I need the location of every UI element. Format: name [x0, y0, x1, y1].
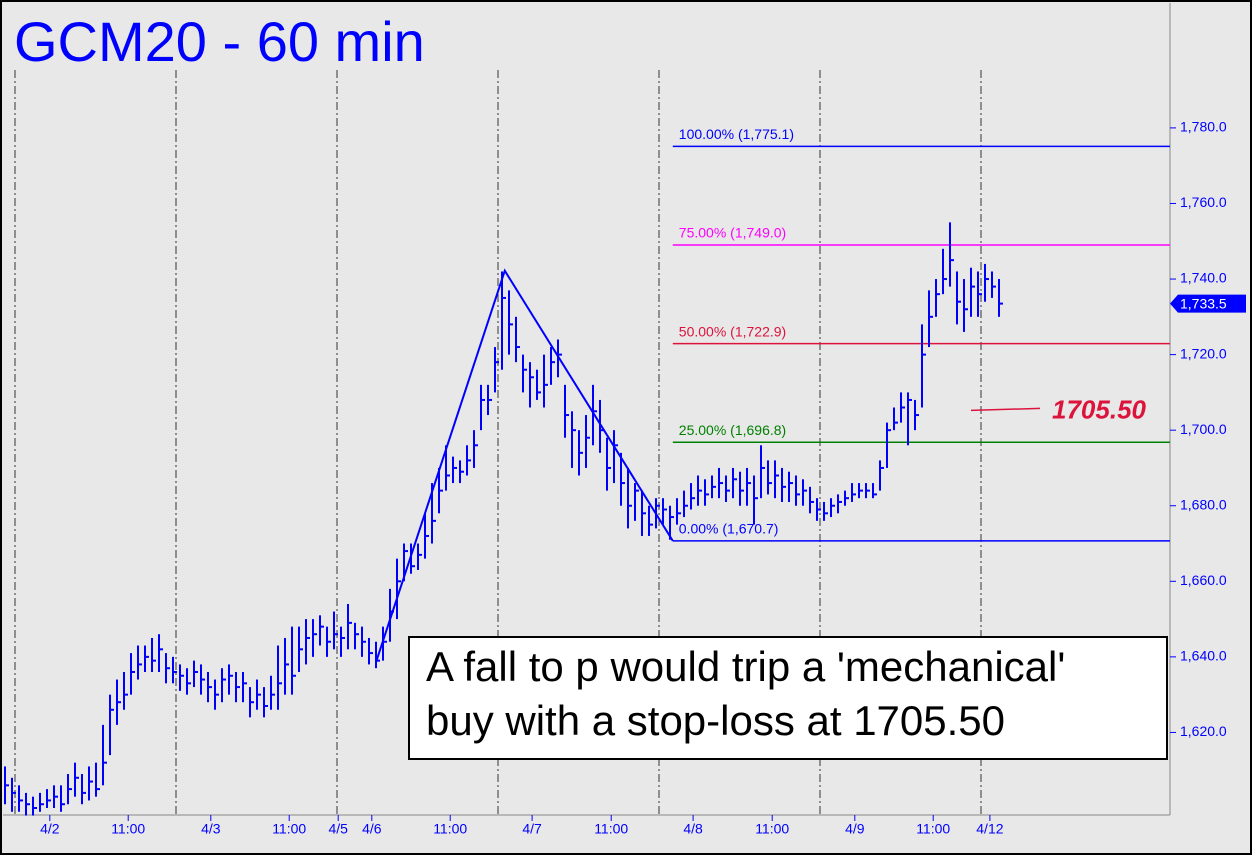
- y-tick-label: 1,680.0: [1180, 496, 1227, 512]
- fib-label: 0.00% (1,670.7): [679, 521, 779, 537]
- zigzag-line: [375, 268, 674, 663]
- foreground-layer: 1,620.0 1,640.0 1,660.0 1,680.0 1,700.0 1,720…: [4, 119, 1246, 837]
- x-tick-label: 4/12: [976, 821, 1003, 837]
- x-tick-label: 4/6: [362, 821, 382, 837]
- x-tick-label: 11:00: [594, 821, 628, 837]
- x-tick-label: 11:00: [111, 821, 145, 837]
- fib-label: 75.00% (1,749.0): [679, 225, 786, 241]
- y-tick-label: 1,640.0: [1180, 648, 1227, 664]
- x-tick-label: 11:00: [433, 821, 467, 837]
- x-tick-label: 11:00: [272, 821, 306, 837]
- x-tick-label: 4/7: [522, 821, 542, 837]
- x-tick-label: 4/5: [328, 821, 348, 837]
- y-tick-label: 1,780.0: [1180, 119, 1227, 135]
- y-tick-label: 1,720.0: [1180, 345, 1227, 361]
- y-tick-label: 1,660.0: [1180, 572, 1227, 588]
- note-line: buy with a stop-loss at 1705.50: [426, 697, 1005, 744]
- x-tick-label: 4/2: [40, 821, 60, 837]
- fib-label: 25.00% (1,696.8): [679, 422, 786, 438]
- last-price-label: 1,733.5: [1180, 295, 1227, 311]
- x-tick-label: 11:00: [755, 821, 789, 837]
- x-tick-label: 4/9: [845, 821, 865, 837]
- y-tick-label: 1,700.0: [1180, 421, 1227, 437]
- y-tick-label: 1,760.0: [1180, 194, 1227, 210]
- y-tick-label: 1,620.0: [1180, 723, 1227, 739]
- x-tick-label: 11:00: [916, 821, 950, 837]
- last-price-flag: [1170, 294, 1246, 313]
- x-tick-label: 4/8: [683, 821, 703, 837]
- note-line: A fall to p would trip a 'mechanical': [426, 643, 1065, 690]
- x-tick-label: 4/3: [201, 821, 221, 837]
- fib-label: 50.00% (1,722.9): [679, 323, 786, 339]
- annotation-line: [970, 407, 1041, 412]
- fib-label: 100.00% (1,775.1): [679, 126, 794, 142]
- chart-title: GCM20 - 60 min: [14, 10, 425, 73]
- note-box: [408, 636, 1168, 760]
- y-tick-label: 1,740.0: [1180, 270, 1227, 286]
- annotation-label: 1705.50: [1052, 394, 1147, 424]
